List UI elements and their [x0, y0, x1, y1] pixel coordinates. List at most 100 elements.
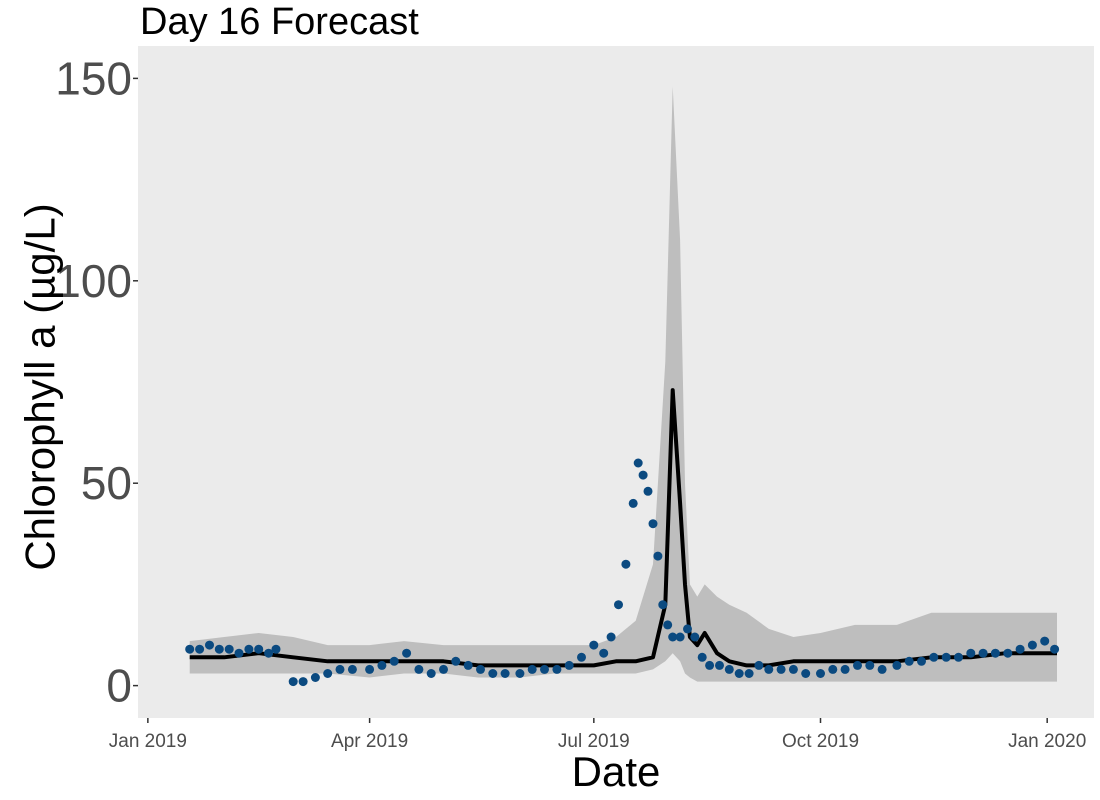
- observation-point: [564, 660, 574, 670]
- observation-point: [323, 669, 333, 678]
- observation-point: [628, 498, 638, 508]
- observation-point: [675, 632, 685, 642]
- observation-point: [941, 652, 951, 662]
- observation-point: [365, 664, 375, 674]
- observation-point: [1015, 644, 1025, 654]
- observation-points-layer: [185, 458, 1060, 687]
- observation-point: [954, 652, 963, 662]
- x-tick-label: Jan 2020: [1008, 731, 1086, 752]
- observation-point: [254, 644, 264, 654]
- observation-point: [929, 652, 939, 662]
- observation-point: [614, 600, 623, 610]
- observation-point: [892, 660, 902, 670]
- observation-point: [653, 551, 663, 561]
- observation-point: [264, 648, 274, 658]
- observation-point: [377, 660, 387, 670]
- observation-point: [476, 664, 485, 674]
- observation-point: [577, 652, 586, 662]
- observation-point: [865, 660, 875, 670]
- y-tick-label: 0: [106, 660, 132, 712]
- observation-point: [690, 632, 700, 642]
- observation-point: [801, 669, 811, 678]
- x-axis: Jan 2019 Apr 2019 Jul 2019 Oct 2019 Jan 2020: [109, 718, 1086, 752]
- observation-point: [877, 664, 887, 674]
- observation-point: [683, 624, 692, 634]
- observation-point: [606, 632, 616, 642]
- observation-point: [840, 664, 850, 674]
- observation-point: [990, 648, 1000, 658]
- observation-point: [697, 652, 707, 662]
- observation-point: [288, 677, 298, 687]
- x-tick-label: Jul 2019: [558, 731, 630, 752]
- observation-point: [389, 656, 399, 666]
- y-tick-label: 150: [55, 52, 132, 104]
- observation-point: [414, 664, 424, 674]
- x-axis-title: Date: [572, 748, 661, 795]
- forecast-interval-band-layer: [189, 86, 1057, 682]
- observation-point: [828, 664, 838, 674]
- observation-point: [347, 664, 357, 674]
- observation-point: [439, 664, 448, 674]
- observation-point: [1003, 648, 1013, 658]
- observation-point: [663, 620, 673, 630]
- observation-point: [527, 664, 537, 674]
- observation-point: [451, 656, 461, 666]
- observation-point: [658, 600, 668, 610]
- observation-point: [776, 664, 786, 674]
- observation-point: [214, 644, 224, 654]
- observation-point: [853, 660, 862, 670]
- observation-point: [978, 648, 988, 658]
- observation-point: [463, 660, 473, 670]
- observation-point: [426, 669, 436, 678]
- y-tick-label: 50: [81, 457, 132, 509]
- observation-point: [621, 559, 631, 569]
- observation-point: [540, 664, 549, 674]
- forecast-mean-line-layer: [189, 388, 1057, 668]
- observation-point: [904, 656, 914, 666]
- observation-point: [754, 660, 764, 670]
- x-tick-label: Oct 2019: [782, 731, 859, 752]
- observation-point: [724, 664, 734, 674]
- observation-point: [633, 458, 643, 468]
- observation-point: [638, 470, 648, 480]
- observation-point: [1027, 640, 1037, 650]
- observation-point: [589, 640, 599, 650]
- x-tick-label: Apr 2019: [331, 731, 408, 752]
- observation-point: [515, 669, 525, 678]
- observation-point: [648, 519, 658, 529]
- y-axis: 0 50 100 150: [55, 52, 138, 712]
- observation-point: [552, 664, 562, 674]
- observation-point: [764, 664, 774, 674]
- forecast-mean-line: [189, 388, 1057, 668]
- observation-point: [715, 660, 724, 670]
- observation-point: [224, 644, 234, 654]
- observation-point: [816, 669, 825, 678]
- observation-point: [966, 648, 976, 658]
- observation-point: [599, 648, 609, 658]
- observation-point: [185, 644, 195, 654]
- y-axis-title: Chlorophyll a (µg/L): [17, 203, 64, 570]
- x-tick-label: Jan 2019: [109, 731, 187, 752]
- observation-point: [244, 644, 254, 654]
- observation-point: [298, 677, 308, 687]
- observation-point: [1040, 636, 1050, 646]
- observation-point: [788, 664, 798, 674]
- forecast-interval-band: [189, 86, 1057, 682]
- observation-point: [335, 664, 345, 674]
- observation-point: [668, 632, 678, 642]
- observation-point: [1050, 644, 1060, 654]
- observation-point: [705, 660, 715, 670]
- chart-title: Day 16 Forecast: [140, 1, 419, 43]
- observation-point: [917, 656, 926, 666]
- observation-point: [643, 486, 653, 496]
- observation-point: [488, 669, 498, 678]
- observation-point: [734, 669, 744, 678]
- observation-point: [195, 644, 205, 654]
- observation-point: [310, 673, 320, 682]
- observation-point: [205, 640, 214, 650]
- y-tick-label: 100: [55, 255, 132, 307]
- observation-point: [402, 648, 412, 658]
- observation-point: [744, 669, 754, 678]
- observation-point: [500, 669, 510, 678]
